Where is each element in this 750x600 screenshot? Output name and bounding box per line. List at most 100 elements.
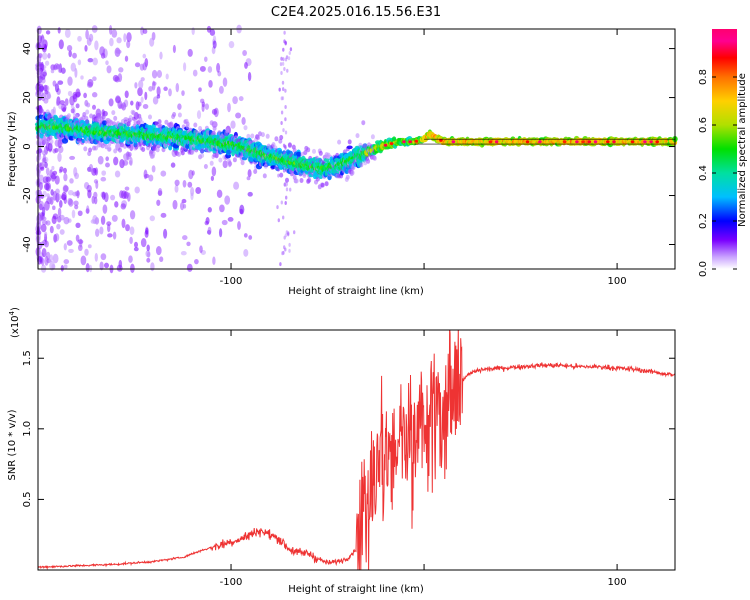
spectrogram-cell	[119, 190, 124, 199]
spectrogram-cell	[75, 222, 81, 229]
spectrogram-cell	[70, 62, 77, 72]
spectrogram-cell	[69, 155, 76, 160]
spectrogram-cell	[163, 142, 168, 148]
spectrogram-cell	[84, 248, 89, 256]
spectrogram-cell	[346, 145, 353, 150]
spectrogram-cell	[439, 138, 443, 142]
spectrogram-cell	[133, 119, 138, 125]
spectrogram-cell	[320, 182, 325, 188]
top-ytick-label: -40	[22, 236, 33, 252]
spectrogram-cell	[159, 51, 163, 60]
spectrogram-cell	[402, 140, 406, 144]
spectrogram-cell	[45, 167, 50, 176]
spectrogram-cell	[112, 74, 119, 82]
spectrogram-cell	[68, 198, 74, 207]
spectrogram-cell	[64, 98, 69, 106]
spectrogram-cell	[177, 112, 182, 118]
spectrogram-cell	[232, 157, 237, 163]
spectrogram-cell	[284, 181, 288, 187]
spectrogram-cell	[83, 146, 88, 152]
spectrogram-cell	[280, 200, 283, 205]
spectrogram-cell	[77, 210, 83, 217]
spectrogram-cell	[155, 147, 160, 153]
spectrogram-cell	[280, 71, 283, 75]
spectrogram-cell	[128, 160, 133, 165]
spectrogram-cell	[187, 181, 193, 188]
spectrogram-cell	[152, 96, 159, 105]
spectrogram-scatter	[34, 24, 678, 274]
spectrogram-cell	[182, 235, 188, 241]
spectrogram-cell	[75, 88, 81, 98]
spectrogram-cell	[44, 161, 48, 169]
spectrogram-cell	[193, 122, 198, 128]
spectrogram-cell	[116, 264, 123, 272]
spectrogram-cell	[284, 40, 287, 45]
spectrogram-cell	[174, 184, 179, 193]
spectrogram-cell	[284, 201, 287, 205]
spectrogram-cell	[324, 181, 329, 187]
spectrogram-frame	[37, 28, 676, 270]
scale-prefix: (x10	[10, 315, 21, 338]
spectrogram-cell	[185, 124, 190, 130]
spectrogram-cell	[72, 52, 77, 59]
spectrogram-cell	[37, 35, 43, 44]
colorbar-tick-label: 0.8	[698, 69, 709, 85]
spectrogram-cell	[68, 248, 74, 253]
spectrogram-cell	[307, 177, 312, 183]
spectrogram-cell	[222, 77, 228, 87]
spectrogram-cell	[85, 208, 90, 214]
spectrogram-cell	[43, 97, 49, 104]
spectrogram-cell	[355, 133, 360, 139]
spectrogram-cell	[124, 55, 129, 62]
spectrogram-cell	[227, 102, 231, 113]
top-y-ticks: -40 -20 0 20 40	[22, 42, 675, 253]
spectrogram-cell	[370, 134, 375, 140]
spectrogram-cell	[494, 140, 499, 144]
spectrogram-cell	[488, 140, 493, 144]
spectrogram-cell	[211, 166, 217, 177]
spectrogram-cell	[240, 160, 245, 166]
spectrogram-cell	[299, 178, 304, 183]
spectrogram-cell	[66, 240, 73, 246]
spectrogram-cell	[111, 214, 118, 222]
spectrogram-cell	[120, 203, 127, 210]
spectrogram-cell	[133, 241, 139, 248]
spectrogram-cell	[75, 103, 80, 109]
spectrogram-cell	[152, 81, 157, 86]
spectrogram-cell	[59, 100, 66, 105]
spectrogram-cell	[39, 174, 44, 181]
spectrogram-cell	[63, 264, 68, 269]
spectrogram-cell	[107, 146, 112, 152]
spectrogram-cell	[212, 256, 216, 266]
spectrogram-cell	[242, 50, 247, 56]
spectrogram-cell	[372, 155, 377, 161]
spectrogram-cell	[59, 199, 63, 208]
spectrogram-cell	[216, 189, 223, 198]
spectrogram-cell	[107, 223, 111, 233]
spectrogram-cell	[265, 133, 270, 139]
spectrogram-cell	[86, 102, 91, 108]
spectrogram-cell	[51, 165, 55, 171]
spectrogram-cell	[279, 62, 283, 67]
spectrogram-cell	[40, 194, 44, 199]
spectrogram-cell	[150, 262, 155, 272]
spectrogram-cell	[69, 95, 75, 106]
spectrogram-cell	[115, 95, 121, 104]
top-ytick-label: 40	[22, 42, 33, 55]
spectrogram-cell	[49, 254, 54, 263]
spectrogram-cell	[91, 92, 98, 98]
spectrogram-cell	[85, 29, 89, 40]
spectrogram-cell	[172, 199, 178, 210]
spectrogram-cell	[114, 201, 119, 208]
spectrogram-cell	[199, 65, 206, 72]
spectrogram-cell	[61, 191, 67, 201]
spectrogram-cell	[97, 155, 104, 165]
spectrogram-cell	[69, 178, 74, 184]
spectrogram-cell	[237, 221, 241, 230]
top-y-axis-label: Frequency (Hz)	[7, 111, 18, 187]
spectrogram-cell	[156, 70, 163, 78]
spectrogram-cell	[47, 53, 51, 59]
spectrogram-cell	[408, 140, 413, 144]
spectrogram-cell	[60, 264, 64, 272]
spectrogram-cell	[221, 219, 228, 226]
